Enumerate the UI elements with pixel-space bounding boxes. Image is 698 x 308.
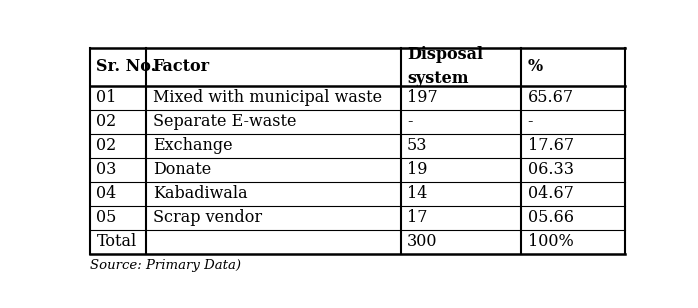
Text: Exchange: Exchange	[153, 137, 232, 154]
Text: 04.67: 04.67	[528, 185, 574, 202]
Text: 06.33: 06.33	[528, 161, 574, 178]
Text: 02: 02	[96, 113, 117, 130]
Text: Sr. No.: Sr. No.	[96, 58, 156, 75]
Text: Donate: Donate	[153, 161, 211, 178]
Text: %: %	[528, 58, 542, 75]
Text: 05.66: 05.66	[528, 209, 574, 226]
Text: 100%: 100%	[528, 233, 573, 250]
Text: Disposal
system: Disposal system	[407, 47, 483, 87]
Text: 65.67: 65.67	[528, 89, 574, 106]
Text: 04: 04	[96, 185, 117, 202]
Text: Factor: Factor	[153, 58, 210, 75]
Text: -: -	[407, 113, 413, 130]
Text: Total: Total	[96, 233, 137, 250]
Text: 14: 14	[407, 185, 427, 202]
Text: 05: 05	[96, 209, 117, 226]
Text: 03: 03	[96, 161, 117, 178]
Text: 01: 01	[96, 89, 117, 106]
Text: Kabadiwala: Kabadiwala	[153, 185, 247, 202]
Text: 197: 197	[407, 89, 438, 106]
Text: 17: 17	[407, 209, 428, 226]
Text: 53: 53	[407, 137, 428, 154]
Text: 17.67: 17.67	[528, 137, 574, 154]
Text: -: -	[528, 113, 533, 130]
Text: Scrap vendor: Scrap vendor	[153, 209, 262, 226]
Text: 02: 02	[96, 137, 117, 154]
Text: Mixed with municipal waste: Mixed with municipal waste	[153, 89, 382, 106]
Text: Source: Primary Data): Source: Primary Data)	[90, 259, 241, 272]
Text: 19: 19	[407, 161, 428, 178]
Text: Separate E-waste: Separate E-waste	[153, 113, 296, 130]
Text: 300: 300	[407, 233, 438, 250]
